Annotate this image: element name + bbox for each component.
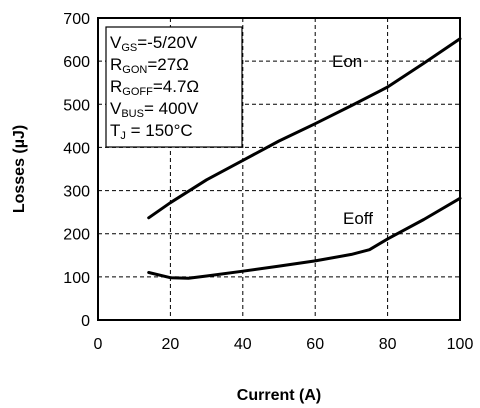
condition-line: RGON=27Ω bbox=[110, 55, 189, 76]
y-tick-label: 500 bbox=[63, 97, 90, 114]
eoff-curve bbox=[147, 196, 462, 280]
x-tick-label: 60 bbox=[306, 336, 324, 353]
x-tick-label: 80 bbox=[379, 336, 397, 353]
y-tick-label: 200 bbox=[63, 227, 90, 244]
plot-frame bbox=[97, 17, 461, 321]
condition-line: VBUS= 400V bbox=[110, 99, 199, 120]
x-tick-label: 100 bbox=[447, 336, 474, 353]
y-tick-label: 600 bbox=[63, 54, 90, 71]
condition-line: VGS=-5/20V bbox=[110, 33, 198, 54]
eoff-curve-label: Eoff bbox=[343, 209, 373, 228]
y-tick-label: 100 bbox=[63, 270, 90, 287]
y-axis-title: Losses (µJ) bbox=[11, 125, 28, 213]
test-conditions-frame bbox=[105, 26, 243, 148]
y-tick-label: 400 bbox=[63, 140, 90, 157]
x-tick-label: 0 bbox=[94, 336, 103, 353]
tick-labels: 0 20 40 60 80 100 0 100 200 300 400 500 600 700 bbox=[63, 11, 473, 353]
y-tick-label: 0 bbox=[81, 313, 90, 330]
condition-line: TJ = 150°C bbox=[110, 121, 193, 142]
eon-curve bbox=[147, 37, 462, 220]
eon-curve-label: Eon bbox=[332, 52, 362, 71]
y-tick-label: 300 bbox=[63, 184, 90, 201]
condition-line: RGOFF=4.7Ω bbox=[110, 77, 199, 98]
y-tick-label: 700 bbox=[63, 11, 90, 28]
x-axis-title: Current (A) bbox=[237, 387, 321, 404]
data-curves bbox=[147, 37, 462, 280]
x-tick-label: 20 bbox=[162, 336, 180, 353]
x-tick-label: 40 bbox=[234, 336, 252, 353]
